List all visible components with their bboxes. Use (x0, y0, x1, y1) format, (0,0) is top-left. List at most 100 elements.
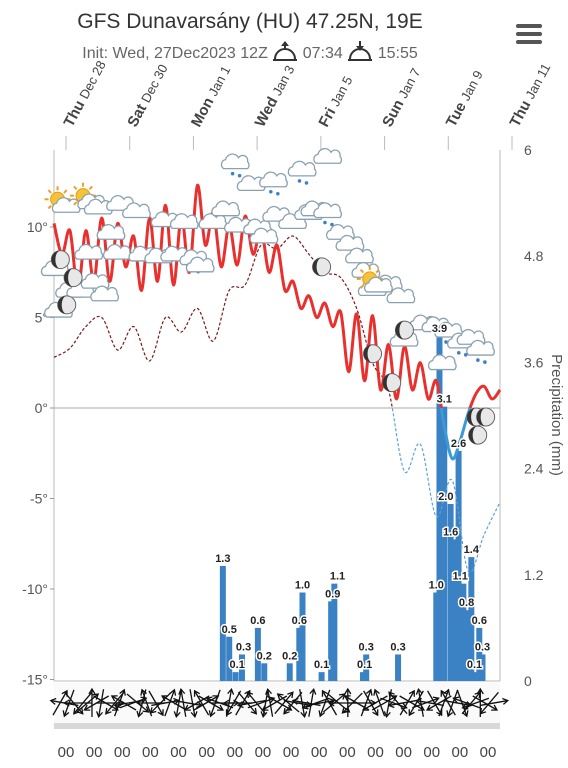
moon-shadow (476, 408, 486, 427)
cloud-rain-icon (313, 202, 342, 227)
wind-arrow-shaft (438, 689, 450, 717)
date-label: Fri Jan 5 (315, 73, 356, 130)
moon-icon (382, 373, 402, 393)
wind-arrow-shaft (380, 697, 407, 709)
wind-arrow-head (387, 701, 395, 709)
wind-arrow-head (136, 699, 143, 707)
raindrop (456, 351, 461, 355)
wind-arrow-shaft (374, 689, 386, 717)
hour-label: 00 (452, 744, 469, 761)
hamburger-menu-icon[interactable] (512, 20, 546, 50)
cloud-shape (122, 202, 151, 219)
wind-arrow-head (142, 706, 150, 713)
wind-arrow-shaft (151, 699, 179, 707)
wind-arrow-shaft (472, 695, 498, 711)
date-label-date: Jan 5 (327, 74, 355, 109)
cloud-shape (335, 234, 365, 251)
page-title: GFS Dunavarsány (HU) 47.25N, 19E (77, 10, 423, 33)
wind-arrow-shaft (180, 689, 187, 717)
wind-arrow-icon (183, 695, 210, 711)
precipitation-bar (460, 583, 467, 681)
precipitation-bar (468, 557, 475, 681)
wind-arrow-shaft (427, 690, 443, 716)
precipitation-value-label: 0.1 (314, 659, 329, 671)
precipitation-bar (455, 450, 462, 681)
wind-arrow-head (62, 710, 70, 718)
precipitation-bar (219, 565, 226, 681)
cloud-shape (74, 243, 104, 260)
date-label-date: Jan 3 (269, 63, 297, 98)
hour-label: 00 (198, 744, 215, 761)
wind-arrow-icon (472, 695, 499, 711)
wind-arrow-head (208, 710, 216, 718)
wind-arrow-icon (276, 693, 300, 713)
precipitation-value-label: 3.1 (437, 394, 452, 406)
cloud-shape (102, 243, 132, 260)
wind-arrow-head (287, 691, 294, 699)
sun-ray (88, 185, 93, 191)
precipitation-bar (296, 627, 303, 681)
precipitation-bar (226, 636, 233, 681)
precipitation-bar (450, 539, 457, 681)
wind-arrow-head (261, 704, 269, 711)
hour-label: 00 (114, 744, 131, 761)
raindrop (297, 179, 302, 183)
wind-arrow-head (327, 699, 335, 707)
precipitation-value-label: 0.3 (475, 641, 490, 653)
wind-arrow-shaft (283, 691, 303, 715)
moon-icon (468, 425, 488, 445)
wind-arrow-icon (408, 690, 424, 717)
precipitation-value-label: 0.6 (472, 615, 487, 627)
wind-arrow-head (373, 688, 380, 696)
moon-shadow (382, 373, 392, 392)
cloud-icon (335, 234, 365, 251)
wind-arrow-head (491, 704, 499, 711)
precipitation-value-label: 0.3 (359, 641, 374, 653)
wind-arrow-shaft (447, 689, 459, 717)
wind-arrow-icon (479, 691, 499, 715)
raindrop (483, 360, 487, 364)
wind-arrow-shaft (462, 697, 490, 709)
wind-arrow-shaft (262, 689, 269, 717)
precipitation-value-label: 1.3 (215, 553, 230, 565)
wind-arrow-icon (178, 687, 187, 717)
cloud-shape (249, 227, 279, 244)
raindrop (476, 358, 480, 362)
precipitation-value-label: 0.8 (459, 597, 474, 609)
wind-arrow-head (362, 704, 369, 711)
precipitation-value-label: 0.2 (257, 650, 272, 662)
wind-arrow-icon (283, 691, 303, 715)
moon-shadow (395, 321, 405, 340)
wind-arrow-head (160, 695, 168, 702)
cloud-icon (386, 287, 416, 304)
wind-arrow-head (372, 709, 379, 717)
wind-arrow-head (341, 707, 349, 714)
wind-arrow-head (246, 691, 254, 699)
wind-arrow-icon (189, 689, 198, 719)
wind-arrow-head (157, 709, 164, 717)
wind-arrow-head (265, 687, 273, 695)
precipitation-tick-label: 6 (524, 142, 532, 158)
date-label-date: Dec 28 (76, 58, 109, 101)
wind-arrow-icon (148, 690, 164, 717)
wind-arrow-shaft (184, 695, 210, 711)
hour-label: 00 (339, 744, 356, 761)
sunrise-time: 07:34 (302, 45, 343, 62)
wind-arrow-head (276, 693, 284, 700)
wind-arrow-head (321, 689, 328, 697)
cloud-icon (198, 213, 228, 230)
wind-arrow-shaft (113, 689, 125, 717)
cloud-icon (74, 243, 104, 260)
date-label: Sat Dec 30 (124, 61, 171, 130)
wind-arrow-shaft (363, 690, 379, 716)
cloud-icon (169, 213, 199, 230)
wind-arrow-icon (173, 689, 182, 719)
wind-arrow-shaft (417, 689, 424, 717)
wind-arrow-head (95, 711, 103, 719)
wind-arrow-head (88, 687, 96, 695)
wind-arrow-icon (113, 688, 126, 717)
cloud-shape (386, 287, 416, 304)
date-label-date: Jan 9 (458, 68, 486, 103)
cloud-icon (122, 202, 151, 219)
raindrop (237, 173, 242, 178)
